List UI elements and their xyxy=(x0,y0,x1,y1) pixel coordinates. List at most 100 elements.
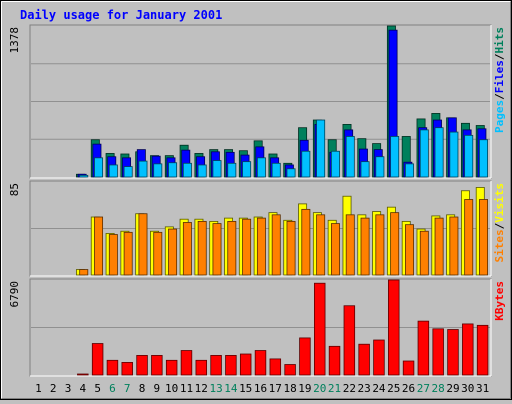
bar-kbytes-day-25 xyxy=(388,279,400,376)
bar-sites-day-16 xyxy=(256,217,266,276)
bar-sites-day-5 xyxy=(94,216,104,276)
day-label-29: 29 xyxy=(446,382,459,395)
bar-sites-day-15 xyxy=(242,218,252,276)
bar-kbytes-day-30 xyxy=(462,323,474,376)
bar-kbytes-day-11 xyxy=(180,350,193,376)
bar-pages-day-24 xyxy=(375,156,385,178)
bar-sites-day-26 xyxy=(405,224,414,276)
bar-kbytes-day-8 xyxy=(136,355,148,376)
bar-kbytes-day-4 xyxy=(77,373,89,376)
day-label-25: 25 xyxy=(387,382,400,395)
day-label-31: 31 xyxy=(476,382,489,395)
day-label-4: 4 xyxy=(80,382,87,395)
bar-pages-day-22 xyxy=(345,136,355,178)
bar-sites-day-19 xyxy=(301,208,311,276)
bar-kbytes-day-29 xyxy=(447,329,459,376)
day-label-19: 19 xyxy=(298,382,311,395)
day-label-30: 30 xyxy=(461,382,474,395)
x-axis-day-labels: 1 2 3 4 5 6 7 8 9 10 11 12 13 14 15 16 17 18 19 20 21 22 23 24 2… xyxy=(35,382,489,395)
day-label-6: 6 xyxy=(109,382,116,395)
bar-pages-day-31 xyxy=(479,139,488,178)
bar-sites-day-20 xyxy=(316,214,326,276)
bar-pages-day-12 xyxy=(197,164,207,178)
day-label-17: 17 xyxy=(269,382,282,395)
axis-max-label: 85 xyxy=(8,183,21,196)
bar-kbytes-day-23 xyxy=(358,343,370,376)
day-label-7: 7 xyxy=(124,382,131,395)
bar-pages-day-29 xyxy=(449,131,459,178)
day-label-18: 18 xyxy=(283,382,296,395)
day-label-5: 5 xyxy=(94,382,101,395)
bar-sites-day-22 xyxy=(345,214,355,276)
bar-sites-day-21 xyxy=(330,223,340,276)
legend: KBytes xyxy=(493,281,506,321)
bar-sites-day-14 xyxy=(227,220,237,276)
bar-sites-day-23 xyxy=(360,217,370,276)
bar-pages-day-4 xyxy=(79,174,89,178)
legend-separator: / xyxy=(493,222,506,229)
bar-sites-day-18 xyxy=(286,220,296,276)
bar-sites-day-4 xyxy=(79,269,89,276)
bar-pages-day-7 xyxy=(123,166,133,178)
bar-pages-day-19 xyxy=(301,150,311,178)
bar-kbytes-day-24 xyxy=(373,339,385,376)
bar-pages-day-16 xyxy=(256,157,266,178)
day-label-20: 20 xyxy=(313,382,326,395)
bar-sites-day-30 xyxy=(464,199,474,276)
bar-pages-day-18 xyxy=(286,168,296,178)
bar-sites-day-31 xyxy=(479,199,488,276)
bar-pages-day-8 xyxy=(138,160,148,178)
day-label-16: 16 xyxy=(254,382,267,395)
bar-sites-day-17 xyxy=(271,214,281,276)
day-label-22: 22 xyxy=(343,382,356,395)
legend-sites: Sites xyxy=(493,229,506,262)
chart-title: Daily usage for January 2001 xyxy=(20,8,222,22)
legend: Pages/Files/Hits xyxy=(493,27,506,133)
day-label-13: 13 xyxy=(209,382,222,395)
legend-kbytes: KBytes xyxy=(493,281,506,321)
day-label-14: 14 xyxy=(224,382,238,395)
bar-pages-day-25 xyxy=(390,136,400,178)
bar-pages-day-15 xyxy=(242,161,252,178)
day-label-12: 12 xyxy=(195,382,208,395)
bar-sites-day-8 xyxy=(138,213,148,276)
bar-kbytes-day-17 xyxy=(269,358,282,376)
day-label-8: 8 xyxy=(139,382,146,395)
bar-pages-day-27 xyxy=(419,129,429,178)
day-label-28: 28 xyxy=(432,382,445,395)
bar-kbytes-day-21 xyxy=(328,345,341,376)
bar-sites-day-13 xyxy=(212,223,222,276)
bar-pages-day-17 xyxy=(271,162,281,178)
legend-files: Files xyxy=(493,60,506,93)
bar-pages-day-10 xyxy=(168,162,178,178)
bar-pages-day-6 xyxy=(108,164,118,178)
bar-kbytes-day-31 xyxy=(476,324,489,376)
bar-sites-day-10 xyxy=(168,228,178,276)
bar-kbytes-day-28 xyxy=(432,328,444,376)
bar-kbytes-day-12 xyxy=(195,359,208,376)
legend-hits: Hits xyxy=(493,27,506,54)
bar-kbytes-day-27 xyxy=(417,320,430,376)
bar-pages-day-9 xyxy=(153,163,163,178)
bar-sites-day-24 xyxy=(375,214,385,276)
bar-kbytes-day-6 xyxy=(106,359,119,376)
bar-sites-day-29 xyxy=(449,216,459,276)
bar-kbytes-day-7 xyxy=(121,362,133,376)
day-label-26: 26 xyxy=(402,382,415,395)
bar-kbytes-day-18 xyxy=(284,364,296,376)
bar-kbytes-day-9 xyxy=(151,355,163,376)
bar-kbytes-day-26 xyxy=(402,360,415,376)
day-label-3: 3 xyxy=(65,382,72,395)
bar-kbytes-day-19 xyxy=(299,337,311,376)
legend: Sites/Visits xyxy=(493,183,506,263)
day-label-9: 9 xyxy=(154,382,161,395)
bar-pages-day-23 xyxy=(360,161,370,178)
day-label-2: 2 xyxy=(50,382,57,395)
legend-pages: Pages xyxy=(493,100,506,133)
bar-sites-day-11 xyxy=(182,222,192,276)
bar-kbytes-day-14 xyxy=(225,355,237,376)
bar-pages-day-5 xyxy=(94,157,104,178)
